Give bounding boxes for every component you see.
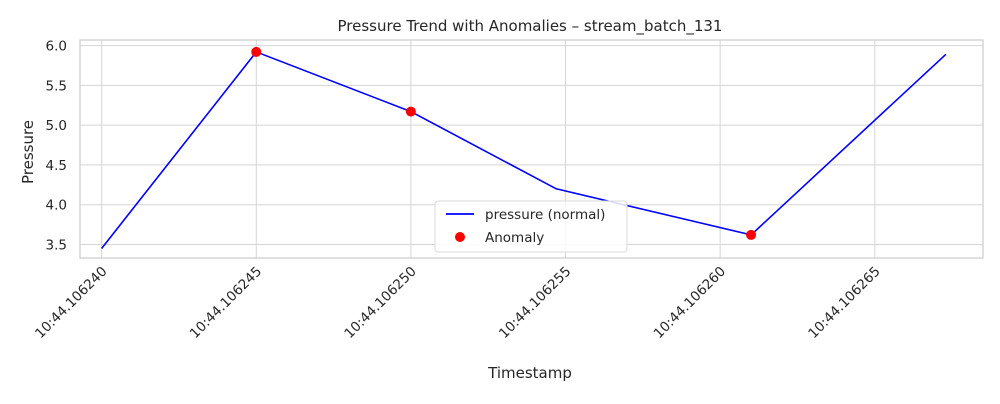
anomaly-point (405, 106, 416, 117)
y-tick-label: 4.5 (46, 158, 67, 174)
legend-label-normal: pressure (normal) (485, 207, 605, 223)
y-tick-label: 6.0 (46, 39, 67, 55)
legend-anomaly-swatch (455, 232, 465, 242)
anomaly-point (746, 229, 757, 240)
legend-label-anomaly: Anomaly (485, 230, 544, 246)
y-tick-label: 5.5 (46, 78, 67, 94)
y-tick-label: 5.0 (46, 118, 67, 134)
anomaly-point (251, 46, 262, 57)
chart-title: Pressure Trend with Anomalies – stream_b… (338, 17, 723, 36)
legend: pressure (normal) Anomaly (434, 200, 628, 253)
legend-box (434, 200, 628, 253)
y-tick-labels: 3.5 4.0 4.5 5.0 5.5 6.0 (46, 39, 67, 254)
y-tick-label: 4.0 (46, 198, 67, 214)
plot-frame (79, 39, 984, 259)
y-tick-label: 3.5 (46, 237, 67, 253)
x-axis-label: Timestamp (487, 364, 572, 382)
y-axis-label: Pressure (19, 120, 37, 184)
series-layer (100, 46, 947, 249)
pressure-line (100, 50, 947, 249)
